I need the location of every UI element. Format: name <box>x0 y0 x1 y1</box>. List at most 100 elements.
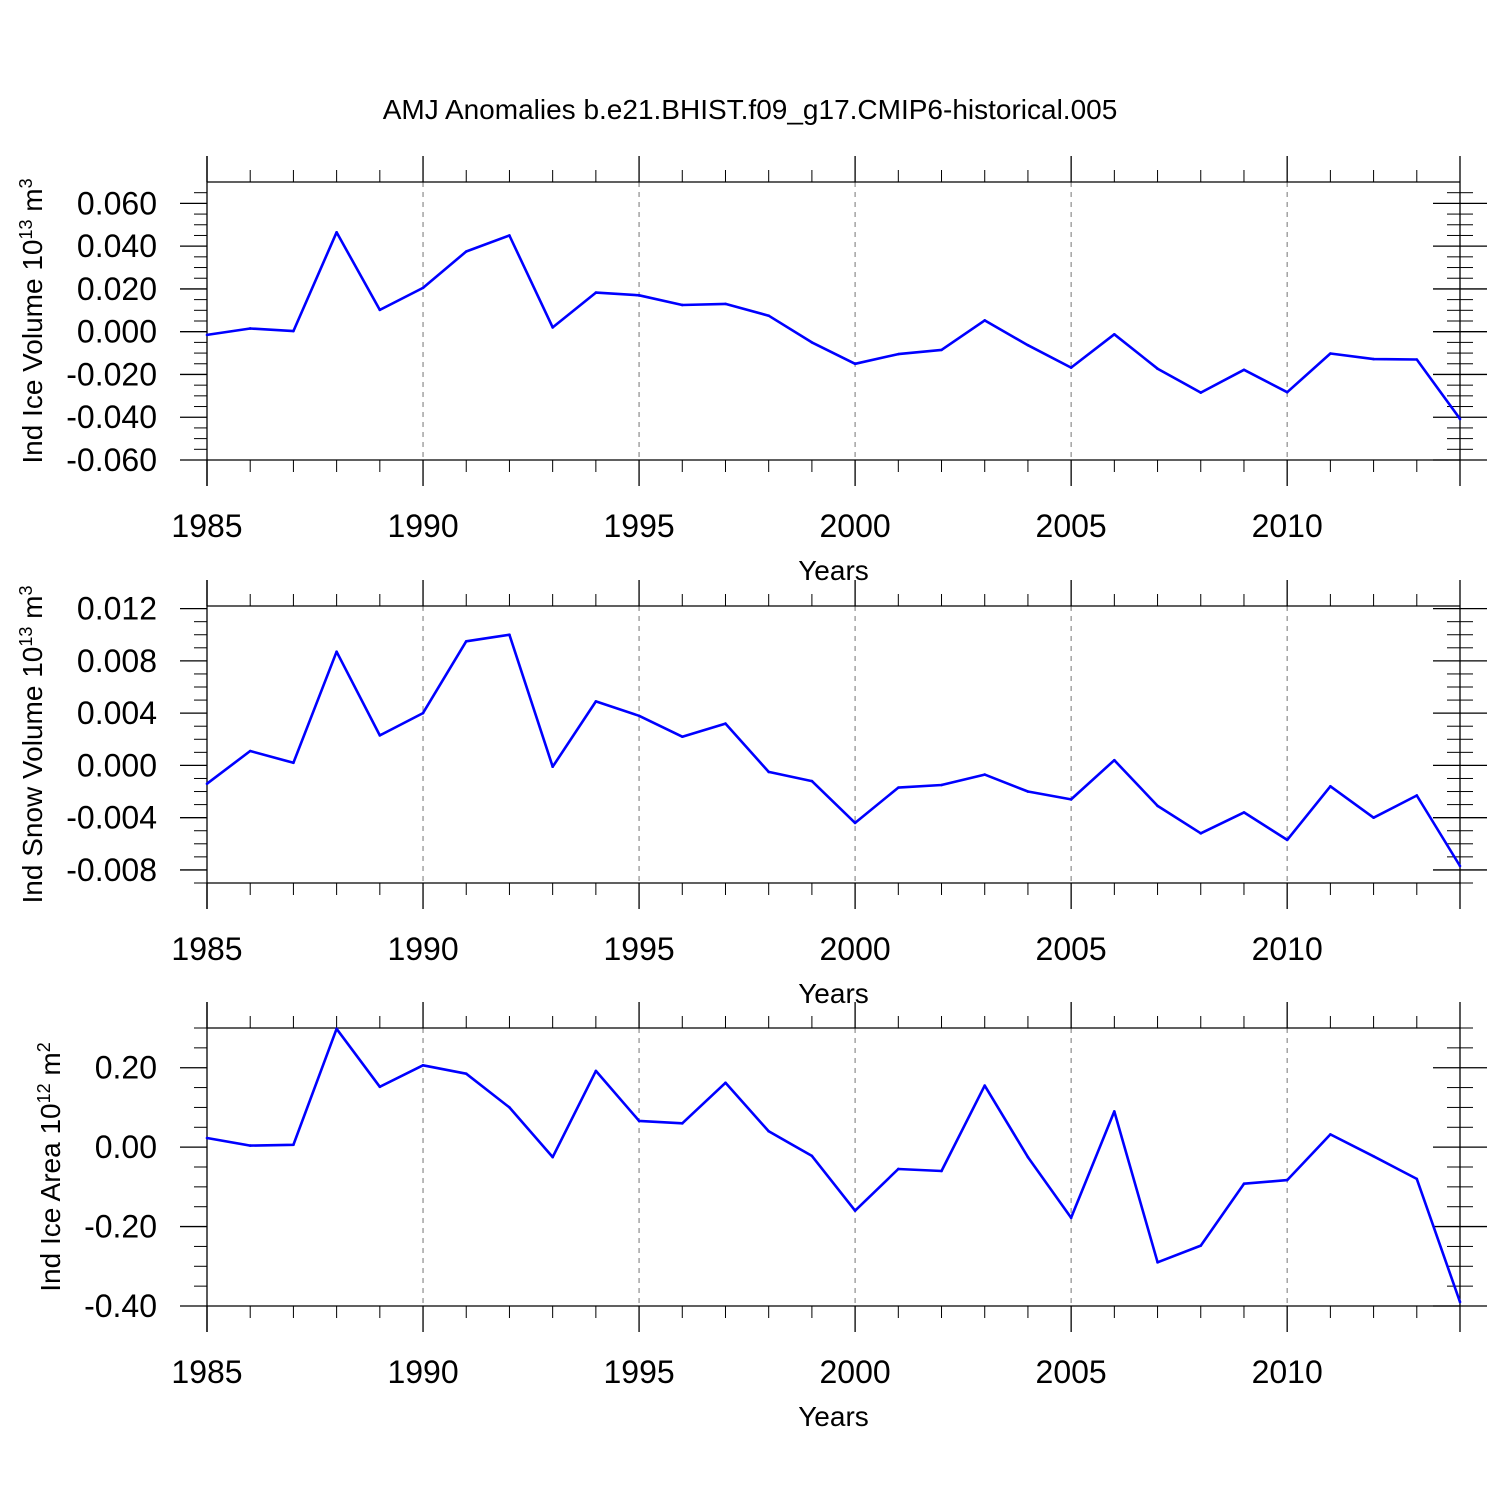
data-point <box>767 770 770 774</box>
data-point <box>1415 1177 1419 1181</box>
data-point <box>1285 1178 1289 1182</box>
y-axis-label-text: Ind Ice Area 10 <box>35 1103 66 1291</box>
data-point <box>335 650 338 654</box>
data-point <box>983 1084 987 1087</box>
data-point <box>378 1085 382 1089</box>
data-point <box>1372 816 1375 819</box>
x-tick-label: 2000 <box>820 931 891 967</box>
x-tick-label: 1995 <box>603 931 674 967</box>
x-tick-label: 1990 <box>387 508 458 544</box>
data-point <box>1069 366 1073 369</box>
data-point <box>940 348 943 352</box>
data-point <box>1285 390 1289 394</box>
data-point <box>940 1169 943 1173</box>
data-point <box>810 341 814 344</box>
data-point <box>897 352 900 356</box>
data-point <box>1458 864 1462 868</box>
y-tick-label: 0.004 <box>77 695 157 731</box>
chart-panel-1: 1985 1990 1995 2000 2005 2010 -0.060 -0.040 -0.0… <box>16 156 1487 586</box>
y-axis-label-text: Ind Ice Volume 10 <box>17 240 48 464</box>
data-point <box>853 821 857 825</box>
data-point <box>680 735 684 738</box>
data-point <box>1329 352 1332 355</box>
x-tick-label: 1995 <box>603 508 674 544</box>
y-axis-label: Ind Snow Volume 1013 m3 <box>16 586 48 904</box>
chart-panel-2: 1985 1990 1995 2000 2005 2010 -0.008 -0.004 0.00… <box>16 580 1487 1009</box>
data-point <box>551 326 554 329</box>
data-point <box>335 230 338 234</box>
data-point <box>551 765 554 769</box>
y-tick-label: 0.040 <box>77 228 157 264</box>
y-axis-label-unit: m <box>35 1052 66 1083</box>
data-point <box>1415 358 1419 361</box>
y-tick-label: 0.20 <box>95 1050 157 1086</box>
data-point <box>292 761 295 765</box>
y-tick-label: -0.008 <box>66 852 157 888</box>
y-axis-label-exponent: 12 <box>34 1083 54 1103</box>
y-axis-label: Ind Ice Area 1012 m2 <box>34 1042 66 1292</box>
y-tick-label: -0.40 <box>84 1288 157 1324</box>
data-point <box>464 639 468 643</box>
data-point <box>378 308 382 312</box>
data-point <box>897 786 900 789</box>
data-point <box>767 314 770 317</box>
figure-title: AMJ Anomalies b.e21.BHIST.f09_g17.CMIP6-… <box>383 94 1118 125</box>
data-point <box>464 1072 468 1075</box>
data-point <box>292 329 295 333</box>
x-axis-label: Years <box>798 978 869 1009</box>
data-point <box>421 286 425 290</box>
data-point <box>897 1167 900 1171</box>
data-point <box>1242 368 1246 372</box>
x-tick-label: 1990 <box>387 931 458 967</box>
series-line <box>206 231 1462 420</box>
y-tick-label: -0.004 <box>66 800 157 836</box>
y-tick-label: 0.000 <box>77 747 157 783</box>
data-point <box>248 749 252 753</box>
data-point <box>1199 832 1203 835</box>
data-point <box>1113 758 1116 762</box>
y-axis-label-exponent: 13 <box>16 627 36 647</box>
data-point <box>1069 798 1073 801</box>
data-point <box>724 302 727 306</box>
data-point <box>292 1143 295 1147</box>
x-tick-label: 1985 <box>171 1354 242 1390</box>
y-tick-label: 0.020 <box>77 271 157 307</box>
data-point <box>1329 785 1332 788</box>
data-point <box>1415 794 1419 797</box>
x-tick-label: 1995 <box>603 1354 674 1390</box>
data-point <box>1242 811 1246 814</box>
y-tick-label: 0.012 <box>77 591 157 627</box>
x-tick-label: 2010 <box>1252 931 1323 967</box>
data-point <box>508 633 511 637</box>
y-tick-label: 0.000 <box>77 314 157 350</box>
data-point <box>421 1064 425 1067</box>
data-point <box>1372 357 1375 361</box>
data-point <box>205 333 209 337</box>
data-point <box>1026 343 1030 347</box>
x-tick-label: 2010 <box>1252 508 1323 544</box>
y-axis-label-unit-exponent: 3 <box>16 586 36 596</box>
data-point <box>508 1106 511 1109</box>
x-tick-label: 2000 <box>820 508 891 544</box>
y-axis-label-exponent: 13 <box>16 219 36 239</box>
data-point <box>248 1144 252 1147</box>
y-tick-label: -0.020 <box>66 356 157 392</box>
data-point <box>810 779 814 783</box>
data-point <box>724 722 727 725</box>
x-tick-label: 2000 <box>820 1354 891 1390</box>
data-point <box>421 711 425 715</box>
data-point <box>983 773 987 776</box>
data-point <box>1458 417 1462 421</box>
y-tick-label: 0.060 <box>77 185 157 221</box>
chart-panel-3: 1985 1990 1995 2000 2005 2010 -0.40 -0.20 0.00 0.… <box>34 1002 1487 1432</box>
x-axis-label: Years <box>798 1401 869 1432</box>
data-point <box>1329 1133 1332 1136</box>
data-point <box>1069 1216 1073 1220</box>
data-point <box>680 1122 684 1125</box>
y-tick-label: 0.008 <box>77 643 157 679</box>
y-tick-label: 0.00 <box>95 1129 157 1165</box>
data-point <box>335 1027 338 1031</box>
data-point <box>1156 1261 1159 1264</box>
y-axis-label: Ind Ice Volume 1013 m3 <box>16 178 48 463</box>
